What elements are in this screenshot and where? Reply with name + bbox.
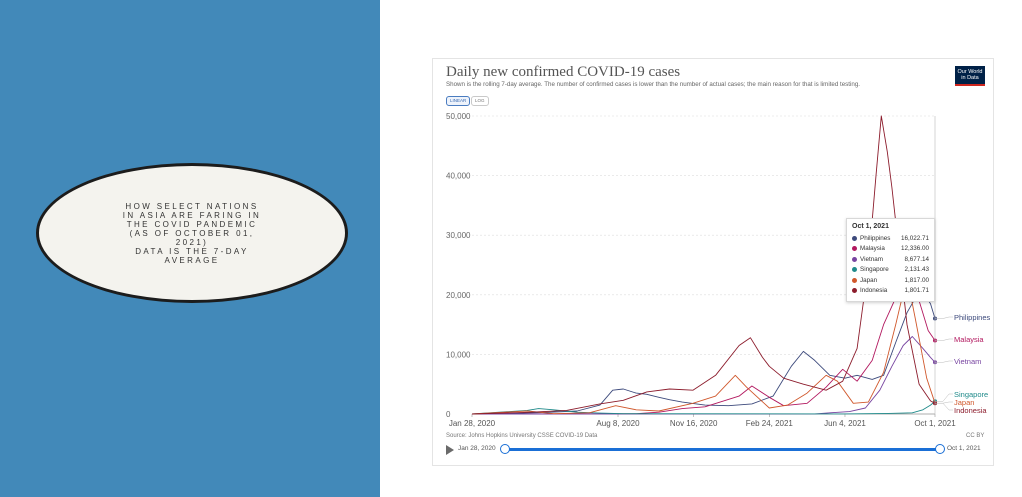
end-label-japan[interactable]: Japan <box>954 398 974 407</box>
tooltip-series-name: Vietnam <box>860 255 883 263</box>
left-panel: HOW SELECT NATIONS IN ASIA ARE FARING IN… <box>0 0 380 497</box>
timeline-track[interactable] <box>504 448 940 451</box>
label-leader-line <box>935 393 953 402</box>
hover-tooltip: Oct 1, 2021 Philippines 16,022.71 Malaysi… <box>846 218 935 302</box>
series-dot-icon <box>852 256 857 262</box>
end-label-vietnam[interactable]: Vietnam <box>954 357 981 366</box>
chart-title: Daily new confirmed COVID-19 cases <box>446 64 681 80</box>
caption-line: DATA IS THE 7-DAY <box>135 246 249 256</box>
series-line-japan[interactable] <box>471 276 936 415</box>
y-tick-label: 10,000 <box>446 350 471 359</box>
x-tick-label: Jan 28, 2020 <box>449 419 496 428</box>
end-label-philippines[interactable]: Philippines <box>954 313 991 322</box>
tooltip-row: Malaysia 12,336.00 <box>852 244 929 255</box>
series-line-vietnam[interactable] <box>471 336 936 415</box>
timeline-slider: Jan 28, 2020 Oct 1, 2021 <box>444 443 992 459</box>
play-icon[interactable] <box>446 445 454 455</box>
tooltip-series-value: 16,022.71 <box>900 234 929 242</box>
logo-line: Our World <box>957 69 983 75</box>
x-tick-label: Feb 24, 2021 <box>746 419 794 428</box>
tooltip-series-name: Japan <box>860 276 878 284</box>
caption-line: HOW SELECT NATIONS <box>125 201 259 211</box>
label-leader-line <box>935 360 953 363</box>
label-leader-line <box>935 316 953 319</box>
label-leader-line <box>935 338 953 341</box>
tooltip-series-name: Philippines <box>860 234 891 242</box>
end-label-malaysia[interactable]: Malaysia <box>954 335 984 344</box>
caption-line: AVERAGE <box>164 255 220 265</box>
y-tick-label: 30,000 <box>446 231 471 240</box>
end-labels: Philippines Malaysia Vietnam SingaporeJapan… <box>935 313 991 415</box>
y-tick-label: 0 <box>446 410 451 419</box>
y-tick-label: 20,000 <box>446 291 471 300</box>
caption-line: IN ASIA ARE FARING IN <box>122 210 262 220</box>
timeline-start-label: Jan 28, 2020 <box>458 445 496 452</box>
caption-line: THE COVID PANDEMIC <box>126 219 258 229</box>
series-dot-icon <box>852 277 857 283</box>
tooltip-series-value: 8,677.14 <box>904 255 929 263</box>
tooltip-series-value: 2,131.43 <box>904 266 929 274</box>
tooltip-series-value: 12,336.00 <box>900 245 929 253</box>
timeline-end-handle[interactable] <box>935 444 945 454</box>
timeline-start-handle[interactable] <box>500 444 510 454</box>
end-label-singapore[interactable]: Singapore <box>954 390 988 399</box>
caption-oval: HOW SELECT NATIONS IN ASIA ARE FARING IN… <box>36 163 348 303</box>
timeline-end-label: Oct 1, 2021 <box>947 445 981 452</box>
series-dot-icon <box>852 246 857 252</box>
end-label-indonesia[interactable]: Indonesia <box>954 406 987 415</box>
tooltip-row: Indonesia 1,801.71 <box>852 286 929 297</box>
series-line-indonesia[interactable] <box>471 115 936 415</box>
linear-scale-button[interactable]: LINEAR <box>446 96 471 106</box>
tooltip-series-value: 1,817.00 <box>904 276 929 284</box>
series-dot-icon <box>852 288 857 294</box>
caption-line: 2021) <box>175 237 209 247</box>
tooltip-series-name: Malaysia <box>860 245 885 253</box>
x-tick-label: Oct 1, 2021 <box>914 419 956 428</box>
tooltip-row: Philippines 16,022.71 <box>852 233 929 244</box>
x-tick-label: Nov 16, 2020 <box>670 419 718 428</box>
tooltip-series-name: Indonesia <box>860 287 888 295</box>
series-dot-icon <box>852 267 857 273</box>
series-line-philippines[interactable] <box>471 288 936 415</box>
series-dot-icon <box>852 235 857 241</box>
tooltip-row: Singapore 2,131.43 <box>852 265 929 276</box>
x-tick-label: Aug 8, 2020 <box>596 419 640 428</box>
logo-line: in Data <box>961 75 979 81</box>
x-tick-label: Jun 4, 2021 <box>824 419 866 428</box>
line-chart[interactable]: 0 10,000 20,000 30,000 40,000 50,000 Jan 28, … <box>432 108 992 433</box>
label-leader-line <box>935 403 953 411</box>
chart-subtitle: Shown is the rolling 7-day average. The … <box>446 81 860 88</box>
y-tick-label: 50,000 <box>446 112 471 121</box>
tooltip-date: Oct 1, 2021 <box>852 223 889 230</box>
label-leader-line <box>935 401 953 404</box>
tooltip-series-name: Singapore <box>860 266 889 274</box>
tooltip-row: Japan 1,817.00 <box>852 275 929 286</box>
source-note: Source: Johns Hopkins University CSSE CO… <box>446 433 598 439</box>
tooltip-series-value: 1,801.71 <box>904 287 929 295</box>
y-tick-label: 40,000 <box>446 172 471 181</box>
y-axis: 0 10,000 20,000 30,000 40,000 50,000 <box>446 112 471 419</box>
caption-line: (AS OF OCTOBER 01, <box>129 228 255 238</box>
log-scale-button[interactable]: LOG <box>471 96 489 106</box>
tooltip-row: Vietnam 8,677.14 <box>852 254 929 265</box>
series-line-malaysia[interactable] <box>471 285 936 415</box>
series-line-singapore[interactable] <box>471 400 936 415</box>
owid-logo[interactable]: Our World in Data <box>955 66 985 86</box>
x-axis: Jan 28, 2020 Aug 8, 2020 Nov 16, 2020 Feb 2… <box>449 413 956 428</box>
license-link[interactable]: CC BY <box>966 433 985 439</box>
